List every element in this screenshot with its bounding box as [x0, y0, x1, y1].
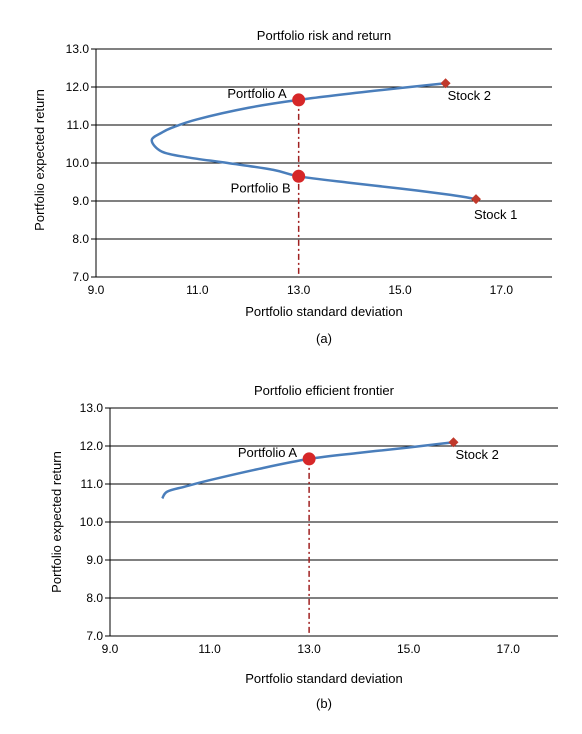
- chart-a-x-tick-label-11.0: 11.0: [186, 283, 209, 297]
- chart-a: Portfolio risk and return 7.0 8.0 9.0 10.0 1…: [32, 28, 552, 346]
- chart-a-label-portfolio-a: Portfolio A: [227, 86, 287, 101]
- chart-a-series: [150, 81, 477, 201]
- chart-a-marker-portfolio-b: [292, 169, 306, 183]
- chart-b-series: [161, 440, 454, 500]
- chart-b: Portfolio efficient frontier 7.0 8.0 9.0 10…: [49, 383, 558, 711]
- chart-b-markers: Stock 2 Portfolio A: [238, 437, 499, 466]
- chart-b-caption: (b): [316, 696, 332, 711]
- chart-b-marker-stock-2: [448, 437, 459, 448]
- chart-a-y-tick-label-11.0: 11.0: [67, 118, 90, 132]
- chart-a-marker-stock-2: [440, 78, 451, 89]
- chart-b-y-tick-label-12.0: 12.0: [80, 439, 104, 453]
- chart-a-series-line-0: [150, 81, 477, 201]
- chart-a-x-tick-label-15.0: 15.0: [388, 283, 412, 297]
- chart-b-title: Portfolio efficient frontier: [254, 383, 395, 398]
- chart-a-x-tick-label-13.0: 13.0: [287, 283, 311, 297]
- chart-a-y-tick-label-8.0: 8.0: [72, 232, 89, 246]
- chart-b-y-tick-label-10.0: 10.0: [80, 515, 104, 529]
- chart-b-gridlines: [105, 407, 558, 637]
- chart-b-y-tick-label-8.0: 8.0: [86, 591, 103, 605]
- chart-b-x-tick-labels: 9.0 11.0 13.0 15.0 17.0: [102, 642, 521, 656]
- chart-a-y-tick-label-9.0: 9.0: [72, 194, 89, 208]
- chart-b-x-tick-label-17.0: 17.0: [497, 642, 521, 656]
- chart-b-y-tick-label-7.0: 7.0: [86, 629, 103, 643]
- chart-b-y-tick-label-9.0: 9.0: [86, 553, 103, 567]
- chart-a-label-stock-1: Stock 1: [474, 207, 517, 222]
- chart-a-caption: (a): [316, 331, 332, 346]
- chart-a-axes: [95, 49, 552, 278]
- chart-a-y-tick-label-13.0: 13.0: [66, 42, 90, 56]
- chart-a-label-portfolio-b: Portfolio B: [231, 180, 291, 195]
- chart-a-marker-portfolio-a: [292, 93, 306, 107]
- chart-b-y-tick-label-13.0: 13.0: [80, 401, 104, 415]
- chart-b-label-stock-2: Stock 2: [455, 447, 498, 462]
- chart-a-y-tick-label-7.0: 7.0: [72, 270, 89, 284]
- chart-b-label-portfolio-a: Portfolio A: [238, 445, 298, 460]
- chart-a-x-tick-labels: 9.0 11.0 13.0 15.0 17.0: [88, 283, 514, 297]
- chart-b-y-tick-label-11.0: 11.0: [81, 477, 104, 491]
- chart-b-marker-portfolio-a: [302, 452, 316, 466]
- chart-b-x-tick-label-13.0: 13.0: [297, 642, 321, 656]
- chart-a-marker-stock-1: [471, 194, 481, 205]
- chart-a-x-tick-label-9.0: 9.0: [88, 283, 105, 297]
- chart-a-y-axis-label: Portfolio expected return: [32, 89, 47, 231]
- chart-b-y-axis-label: Portfolio expected return: [49, 451, 64, 593]
- chart-a-title: Portfolio risk and return: [257, 28, 391, 43]
- chart-a-x-axis-label: Portfolio standard deviation: [245, 304, 403, 319]
- chart-a-y-tick-label-12.0: 12.0: [66, 80, 90, 94]
- chart-b-series-line-0: [161, 440, 454, 500]
- chart-b-x-tick-label-9.0: 9.0: [102, 642, 119, 656]
- chart-b-x-axis-label: Portfolio standard deviation: [245, 671, 403, 686]
- chart-b-y-tick-labels: 7.0 8.0 9.0 10.0 11.0 12.0 13.0: [80, 401, 104, 643]
- chart-a-x-tick-label-17.0: 17.0: [490, 283, 514, 297]
- chart-b-axes: [109, 408, 558, 637]
- chart-a-gridlines: [91, 48, 552, 278]
- chart-a-y-tick-labels: 7.0 8.0 9.0 10.0 11.0 12.0 13.0: [66, 42, 90, 284]
- chart-a-label-stock-2: Stock 2: [448, 88, 491, 103]
- chart-b-x-tick-label-15.0: 15.0: [397, 642, 421, 656]
- chart-a-y-tick-label-10.0: 10.0: [66, 156, 90, 170]
- chart-a-markers: Stock 2 Stock 1 Portfolio A Portfolio B: [227, 78, 517, 222]
- chart-b-x-tick-label-11.0: 11.0: [198, 642, 221, 656]
